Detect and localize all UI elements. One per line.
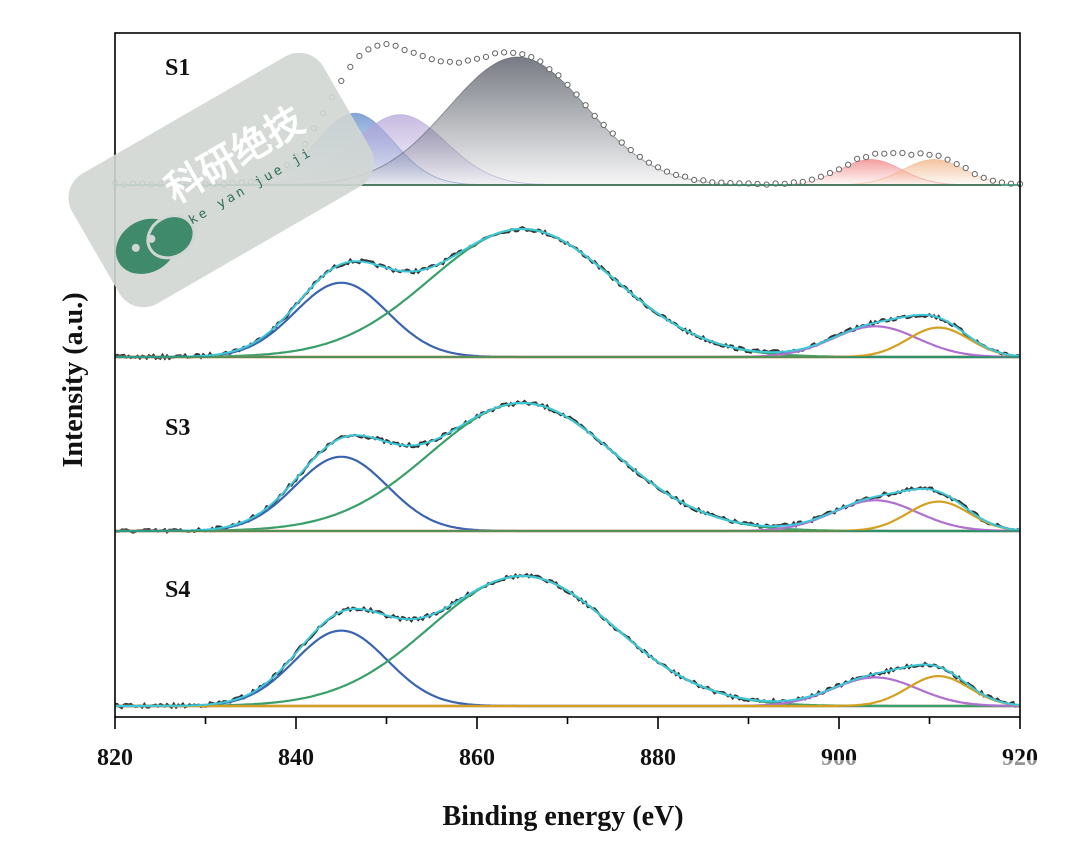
raw-data-marker [817,173,825,180]
x-tick-label: 840 [278,745,314,771]
raw-data-marker [799,178,806,185]
component-peak-845 [115,629,1020,708]
raw-data-marker [528,54,535,61]
panel-s2: S2 [114,225,1021,361]
raw-data-marker [881,150,888,157]
raw-data-marker [510,49,517,57]
raw-data-marker [582,102,589,109]
raw-data-marker [338,77,345,85]
raw-data-marker [682,173,689,180]
raw-data-marker [564,81,571,88]
raw-data-marker [953,161,960,168]
component-peak-865 [115,574,1020,708]
fit-envelope-line [115,575,1021,707]
raw-data-marker [863,154,870,161]
raw-data-marker [663,168,671,175]
fit-envelope-line [115,228,1021,358]
raw-data-marker [410,49,417,56]
raw-data-marker [935,152,942,159]
raw-data-marker [591,112,598,120]
raw-data-marker [944,156,951,163]
raw-data-marker [492,50,499,57]
raw-data-marker [835,166,843,173]
raw-data-marker [673,171,680,178]
raw-data-marker [383,41,390,48]
raw-data-marker [890,150,897,157]
panel-label-s4: S4 [165,577,190,603]
raw-data-marker [899,149,906,157]
blur-overlay [680,760,1060,796]
raw-data-marker [482,53,490,61]
y-axis-title: Intensity (a.u.) [58,292,89,467]
raw-data-marker [691,176,698,183]
x-tick-label: 820 [97,745,133,771]
raw-data-marker [428,56,435,63]
raw-data-marker [845,161,852,168]
raw-data-marker [446,58,453,65]
raw-data-marker [654,164,662,171]
fit-envelope-line [115,402,1021,532]
component-peak-904 [115,676,1020,708]
raw-data-marker [971,171,978,178]
raw-data-marker [573,91,580,98]
chat-bubble-icon [115,214,196,274]
raw-data-marker [464,57,471,64]
raw-data-marker [754,180,761,188]
raw-data-marker [419,52,426,60]
raw-data-marker [872,150,879,157]
raw-data-marker [546,66,553,73]
raw-data-line [114,399,1021,535]
raw-data-marker [826,169,834,177]
raw-data-marker [401,46,408,54]
watermark-logo: 科研绝技 ke yan jue ji [68,52,375,308]
raw-data-marker [989,177,997,184]
raw-data-marker [700,177,707,184]
raw-data-marker [618,139,625,146]
raw-data-marker [519,51,526,58]
raw-data-line [114,572,1021,710]
raw-data-marker [356,52,363,60]
raw-data-marker [908,151,915,158]
component-peak-911 [115,674,1021,708]
component-peak-904 [115,325,1020,359]
raw-data-marker [347,63,354,71]
raw-data-marker [609,130,616,137]
component-peak-911 [115,326,1021,359]
raw-data-marker [501,49,508,56]
component-peak-865 [115,401,1020,533]
raw-data-marker [392,42,399,49]
raw-data-marker [455,59,462,66]
panel-s4: S4 [114,572,1021,710]
raw-data-marker [555,72,562,79]
raw-data-marker [473,55,481,62]
raw-data-marker [374,42,381,49]
raw-data-marker [808,176,816,183]
x-tick-label: 860 [459,745,495,771]
raw-data-marker [962,164,969,172]
raw-data-marker [537,58,544,65]
raw-data-marker [980,174,987,181]
raw-data-marker [645,159,653,166]
raw-data-marker [790,179,797,186]
panel-label-s3: S3 [165,415,190,441]
raw-data-marker [627,146,634,154]
raw-data-marker [636,153,644,160]
panel-s3: S3 [114,399,1021,535]
raw-data-marker [437,58,444,65]
raw-data-marker [917,150,924,157]
component-peak-904 [115,499,1020,533]
panel-label-s1: S1 [165,55,190,81]
raw-data-marker [854,155,861,162]
x-tick-label: 880 [640,745,676,771]
raw-data-marker [709,179,716,186]
raw-data-marker [600,121,607,129]
x-axis-title: Binding energy (eV) [442,801,683,832]
raw-data-marker [365,46,372,53]
raw-data-marker [926,151,933,158]
